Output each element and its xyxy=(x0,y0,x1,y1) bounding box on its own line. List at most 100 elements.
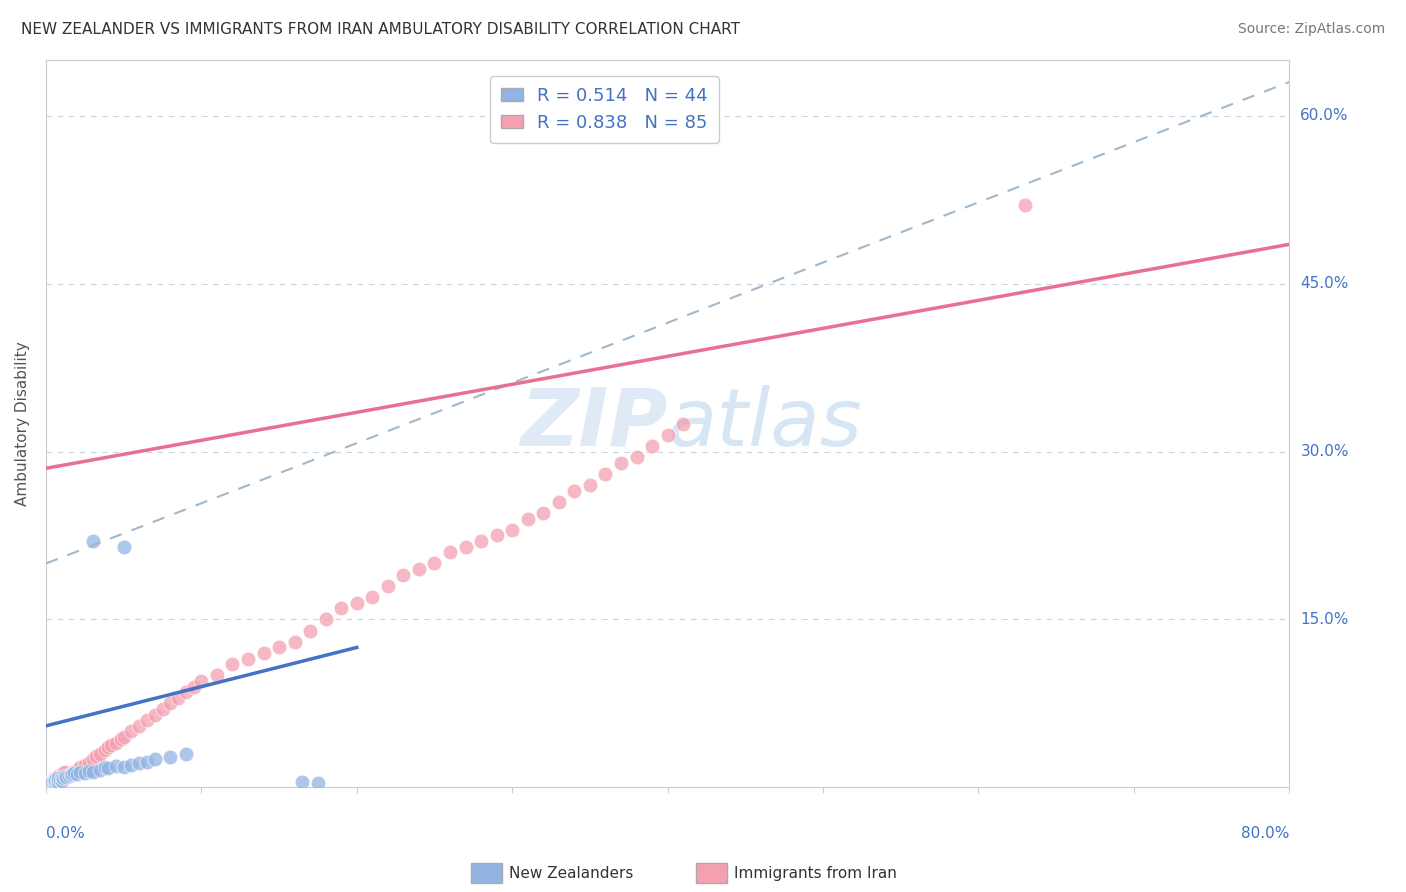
Point xyxy=(41,777,63,791)
Point xyxy=(37,777,59,791)
Point xyxy=(55,770,77,784)
Point xyxy=(51,767,73,781)
Point xyxy=(82,752,104,766)
Point xyxy=(377,579,399,593)
Point xyxy=(38,777,60,791)
Point xyxy=(41,777,63,791)
Point xyxy=(236,651,259,665)
Text: New Zealanders: New Zealanders xyxy=(509,866,633,880)
Point xyxy=(37,780,59,794)
Point xyxy=(69,760,91,774)
Point xyxy=(39,777,62,791)
Point xyxy=(454,540,477,554)
Point xyxy=(1014,198,1036,212)
Point xyxy=(82,534,104,549)
Point xyxy=(100,738,122,752)
Text: atlas: atlas xyxy=(668,384,862,463)
Point xyxy=(159,697,181,711)
Point xyxy=(174,685,197,699)
Point xyxy=(79,756,101,770)
Point xyxy=(97,761,120,775)
Point xyxy=(112,730,135,744)
Point xyxy=(547,495,569,509)
Point xyxy=(56,769,79,783)
Point xyxy=(42,776,65,790)
Point xyxy=(501,523,523,537)
Point xyxy=(49,772,72,787)
Point xyxy=(94,760,117,774)
Point xyxy=(112,540,135,554)
Point xyxy=(45,773,67,788)
Text: NEW ZEALANDER VS IMMIGRANTS FROM IRAN AMBULATORY DISABILITY CORRELATION CHART: NEW ZEALANDER VS IMMIGRANTS FROM IRAN AM… xyxy=(21,22,740,37)
Point xyxy=(73,765,96,780)
Point xyxy=(152,702,174,716)
Point xyxy=(284,635,307,649)
Point xyxy=(53,772,76,786)
Point xyxy=(562,483,585,498)
Point xyxy=(346,596,368,610)
Point xyxy=(79,764,101,778)
Point xyxy=(45,774,67,789)
Point xyxy=(159,750,181,764)
Point xyxy=(672,417,695,431)
Point xyxy=(52,765,75,780)
Point xyxy=(49,772,72,787)
Point xyxy=(485,528,508,542)
Text: 0.0%: 0.0% xyxy=(46,826,84,841)
Point xyxy=(299,624,322,638)
Point xyxy=(143,752,166,766)
Point xyxy=(63,764,86,779)
Point xyxy=(51,773,73,788)
Point xyxy=(48,769,70,783)
Point xyxy=(610,456,633,470)
Point xyxy=(59,767,82,781)
Point xyxy=(120,758,142,772)
Point xyxy=(44,774,66,789)
Point xyxy=(82,764,104,779)
Legend: R = 0.514   N = 44, R = 0.838   N = 85: R = 0.514 N = 44, R = 0.838 N = 85 xyxy=(491,76,718,143)
Point xyxy=(104,736,127,750)
Point xyxy=(330,601,353,615)
Point xyxy=(59,768,82,782)
Point xyxy=(439,545,461,559)
Text: 60.0%: 60.0% xyxy=(1301,108,1348,123)
Point xyxy=(84,749,107,764)
Point xyxy=(516,511,538,525)
Point xyxy=(291,774,314,789)
Point xyxy=(60,765,83,780)
Text: 80.0%: 80.0% xyxy=(1241,826,1289,841)
Point xyxy=(94,743,117,757)
Point xyxy=(60,767,83,781)
Point xyxy=(143,707,166,722)
Point xyxy=(42,772,65,787)
Point xyxy=(48,774,70,789)
Text: 30.0%: 30.0% xyxy=(1301,444,1348,459)
Point xyxy=(58,768,80,782)
Point xyxy=(42,773,65,788)
Point xyxy=(183,680,205,694)
Point xyxy=(49,768,72,782)
Point xyxy=(657,427,679,442)
Point xyxy=(97,740,120,755)
Point xyxy=(174,747,197,761)
Point xyxy=(423,557,446,571)
Point xyxy=(392,567,415,582)
Point xyxy=(579,478,602,492)
Point xyxy=(73,758,96,772)
Point xyxy=(52,772,75,786)
Point xyxy=(41,774,63,789)
Point xyxy=(190,674,212,689)
Point xyxy=(53,764,76,779)
Point xyxy=(44,772,66,786)
Point xyxy=(408,562,430,576)
Y-axis label: Ambulatory Disability: Ambulatory Disability xyxy=(15,341,30,506)
Point xyxy=(69,764,91,779)
Point xyxy=(42,776,65,790)
Point xyxy=(48,772,70,786)
Point xyxy=(45,770,67,784)
Point xyxy=(39,778,62,792)
Point xyxy=(470,534,492,549)
Point xyxy=(252,646,274,660)
Point xyxy=(221,657,243,672)
Point xyxy=(112,760,135,774)
